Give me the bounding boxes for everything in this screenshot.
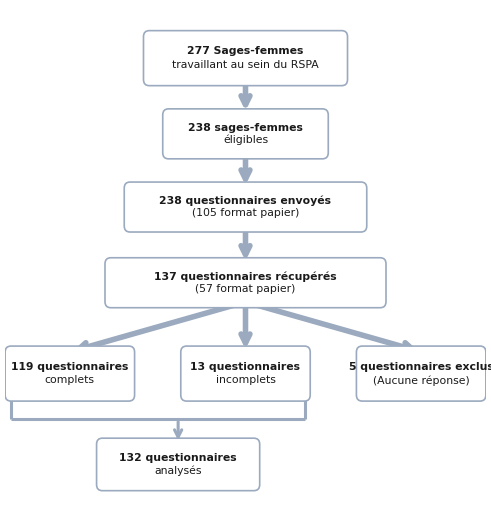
FancyBboxPatch shape — [105, 258, 386, 308]
Text: complets: complets — [45, 375, 95, 385]
FancyBboxPatch shape — [163, 109, 328, 159]
Text: 119 questionnaires: 119 questionnaires — [11, 362, 129, 372]
FancyBboxPatch shape — [5, 346, 135, 401]
Text: (105 format papier): (105 format papier) — [192, 208, 299, 218]
FancyBboxPatch shape — [124, 182, 367, 232]
Text: incomplets: incomplets — [216, 375, 275, 385]
Text: analysés: analysés — [154, 466, 202, 476]
Text: 277 Sages-femmes: 277 Sages-femmes — [187, 46, 304, 56]
Text: 13 questionnaires: 13 questionnaires — [191, 362, 300, 372]
Text: 137 questionnaires récupérés: 137 questionnaires récupérés — [154, 271, 337, 282]
Text: 238 sages-femmes: 238 sages-femmes — [188, 123, 303, 133]
Text: (Aucune réponse): (Aucune réponse) — [373, 375, 469, 386]
FancyBboxPatch shape — [181, 346, 310, 401]
FancyBboxPatch shape — [97, 438, 260, 491]
Text: éligibles: éligibles — [223, 134, 268, 145]
FancyBboxPatch shape — [143, 30, 348, 85]
Text: 132 questionnaires: 132 questionnaires — [119, 453, 237, 463]
Text: 238 questionnaires envoyés: 238 questionnaires envoyés — [160, 196, 331, 206]
Text: (57 format papier): (57 format papier) — [195, 284, 296, 294]
FancyBboxPatch shape — [356, 346, 486, 401]
Text: travaillant au sein du RSPA: travaillant au sein du RSPA — [172, 60, 319, 70]
Text: 5 questionnaires exclus: 5 questionnaires exclus — [349, 362, 491, 372]
